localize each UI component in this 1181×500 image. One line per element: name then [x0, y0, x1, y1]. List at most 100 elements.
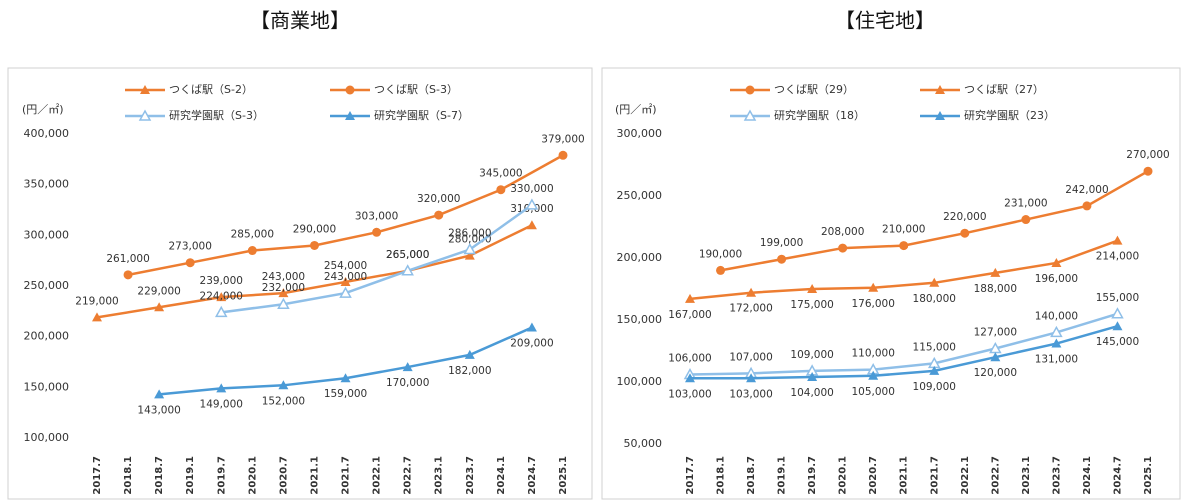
data-label: 155,000 — [1096, 292, 1139, 304]
data-label: 231,000 — [1004, 198, 1047, 210]
panel-frame — [601, 67, 1181, 500]
data-label: 220,000 — [943, 211, 986, 223]
y-tick-label: 150,000 — [24, 380, 70, 393]
data-label: 188,000 — [974, 283, 1017, 295]
data-label: 180,000 — [913, 293, 956, 305]
x-tick-label: 2024.1 — [1082, 456, 1093, 495]
point — [746, 287, 757, 297]
chart-title: 【商業地】 — [250, 9, 350, 33]
point — [154, 302, 165, 312]
data-label: 224,000 — [200, 290, 243, 302]
data-label: 229,000 — [137, 285, 180, 297]
series-line — [221, 203, 533, 314]
point — [899, 241, 909, 251]
point — [1051, 338, 1062, 348]
point — [868, 370, 879, 380]
data-label: 152,000 — [262, 395, 305, 407]
x-tick-label: 2020.7 — [868, 456, 879, 495]
point — [1143, 166, 1153, 176]
y-tick-label: 150,000 — [617, 313, 663, 326]
point — [929, 365, 940, 375]
y-tick-label: 300,000 — [617, 127, 663, 140]
data-label: 143,000 — [137, 404, 180, 416]
point — [1021, 215, 1031, 225]
y-tick-label: 250,000 — [617, 189, 663, 202]
data-label: 175,000 — [790, 299, 833, 311]
point — [526, 220, 537, 230]
point — [401, 264, 414, 276]
y-tick-label: 350,000 — [24, 178, 70, 191]
point — [464, 349, 475, 359]
legend-marker — [935, 85, 945, 94]
x-tick-label: 2022.7 — [990, 456, 1001, 495]
x-tick-label: 2019.7 — [807, 456, 818, 495]
data-label: 265,000 — [386, 249, 429, 261]
data-label: 115,000 — [913, 341, 956, 353]
x-tick-label: 2018.1 — [716, 456, 727, 495]
point — [525, 198, 539, 210]
data-label: 170,000 — [386, 377, 429, 389]
data-label: 214,000 — [1096, 251, 1139, 263]
point — [339, 286, 352, 298]
legend-marker — [345, 111, 355, 120]
legend-label: つくば駅（27） — [964, 83, 1044, 96]
legend-label: つくば駅（S-3） — [374, 83, 458, 96]
point — [309, 240, 319, 250]
x-tick-label: 2020.1 — [247, 456, 258, 495]
point — [496, 185, 506, 195]
data-label: 243,000 — [262, 271, 305, 283]
x-tick-label: 2023.1 — [1021, 456, 1032, 495]
legend-label: 研究学園駅（S-3） — [169, 108, 264, 122]
data-label: 270,000 — [1126, 149, 1169, 161]
x-tick-label: 2024.7 — [527, 456, 538, 495]
x-tick-label: 2022.1 — [372, 456, 383, 495]
point — [716, 265, 726, 275]
point — [929, 277, 940, 287]
point — [277, 297, 290, 309]
point — [1112, 235, 1123, 245]
point — [990, 267, 1001, 277]
data-label: 159,000 — [324, 388, 367, 400]
point — [278, 380, 289, 390]
data-label: 120,000 — [974, 367, 1017, 379]
data-label: 106,000 — [668, 353, 711, 365]
x-tick-label: 2023.1 — [434, 456, 445, 495]
point — [1111, 307, 1124, 319]
y-tick-label: 100,000 — [617, 375, 663, 388]
point — [868, 282, 879, 292]
data-label: 330,000 — [510, 183, 553, 195]
data-label: 103,000 — [729, 388, 772, 400]
point — [807, 284, 818, 293]
series-line — [689, 312, 1118, 376]
data-label: 199,000 — [760, 237, 803, 249]
legend-label: 研究学園駅（18） — [774, 108, 865, 122]
point — [777, 254, 787, 264]
legend-label: 研究学園駅（S-7） — [374, 108, 469, 122]
legend-marker — [745, 85, 755, 95]
legend-marker — [743, 109, 757, 121]
x-tick-label: 2018.7 — [154, 456, 165, 495]
data-label: 242,000 — [1065, 184, 1108, 196]
point — [526, 322, 537, 332]
x-tick-label: 2020.1 — [838, 456, 849, 495]
y-tick-label: 200,000 — [617, 251, 663, 264]
data-label: 303,000 — [355, 210, 398, 222]
data-label: 172,000 — [729, 303, 772, 315]
point — [92, 312, 102, 322]
point — [372, 227, 382, 237]
point — [558, 150, 568, 160]
point — [340, 276, 351, 286]
data-label: 219,000 — [75, 295, 118, 307]
point — [685, 373, 695, 383]
series-line — [159, 326, 533, 396]
point — [990, 352, 1001, 362]
series-line — [96, 224, 533, 319]
data-label: 104,000 — [790, 387, 833, 399]
data-label: 261,000 — [106, 253, 149, 265]
point — [746, 373, 757, 383]
x-tick-label: 2020.7 — [278, 456, 289, 495]
data-label: 196,000 — [1035, 273, 1078, 285]
legend-marker — [345, 85, 355, 95]
x-tick-label: 2021.1 — [309, 456, 320, 495]
